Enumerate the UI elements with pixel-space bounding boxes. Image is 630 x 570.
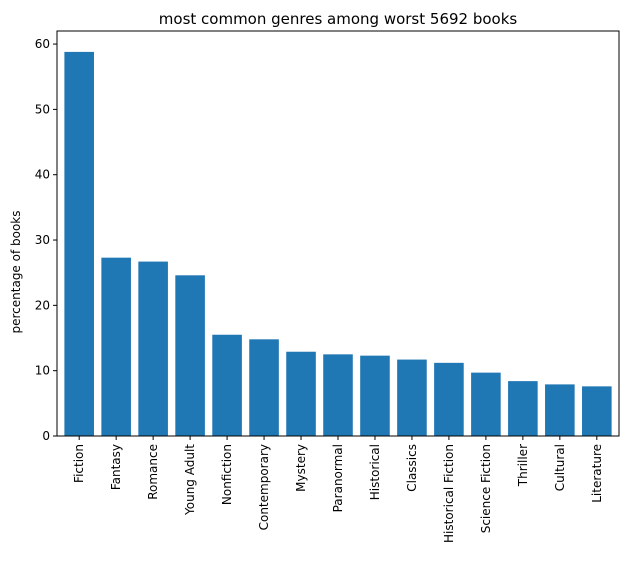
bar-thriller bbox=[508, 381, 538, 436]
y-tick-label: 20 bbox=[35, 298, 50, 312]
bar-historical-fiction bbox=[434, 363, 464, 436]
bar-nonfiction bbox=[212, 335, 242, 436]
bar-fiction bbox=[64, 52, 94, 436]
x-tick-label: Nonfiction bbox=[220, 444, 234, 505]
y-axis-label: percentage of books bbox=[9, 210, 23, 333]
x-tick-label: Literature bbox=[590, 444, 604, 503]
x-tick-label: Contemporary bbox=[257, 444, 271, 530]
bar-classics bbox=[397, 360, 427, 436]
y-tick-label: 50 bbox=[35, 102, 50, 116]
x-tick-label: Historical bbox=[368, 444, 382, 500]
bar-cultural bbox=[545, 384, 575, 436]
x-tick-label: Classics bbox=[405, 444, 419, 492]
y-tick-label: 30 bbox=[35, 233, 50, 247]
x-ticks-group: Fiction Fantasy Romance Young Adult Nonficti… bbox=[72, 436, 604, 543]
bar-mystery bbox=[286, 352, 316, 436]
bar-science-fiction bbox=[471, 373, 501, 436]
bars-group bbox=[64, 52, 611, 436]
x-tick-label: Paranormal bbox=[331, 444, 345, 512]
bar-paranormal bbox=[323, 354, 353, 436]
bar-historical bbox=[360, 356, 390, 436]
y-ticks-group: 0 10 20 30 40 50 60 bbox=[35, 37, 57, 443]
chart-title: most common genres among worst 5692 book… bbox=[159, 10, 518, 28]
x-tick-label: Science Fiction bbox=[479, 444, 493, 533]
x-tick-label: Mystery bbox=[294, 444, 308, 492]
bar-literature bbox=[582, 386, 612, 436]
x-tick-label: Fantasy bbox=[109, 444, 123, 490]
bar-young-adult bbox=[175, 275, 205, 436]
bar-romance bbox=[138, 262, 168, 436]
y-tick-label: 40 bbox=[35, 168, 50, 182]
x-tick-label: Historical Fiction bbox=[442, 444, 456, 543]
bar-fantasy bbox=[101, 258, 131, 436]
y-tick-label: 0 bbox=[42, 429, 50, 443]
bar-contemporary bbox=[249, 339, 279, 436]
x-tick-label: Fiction bbox=[72, 444, 86, 483]
y-tick-label: 60 bbox=[35, 37, 50, 51]
x-tick-label: Romance bbox=[146, 444, 160, 500]
x-tick-label: Young Adult bbox=[183, 444, 197, 516]
y-tick-label: 10 bbox=[35, 364, 50, 378]
x-tick-label: Cultural bbox=[553, 444, 567, 491]
x-tick-label: Thriller bbox=[516, 444, 530, 487]
